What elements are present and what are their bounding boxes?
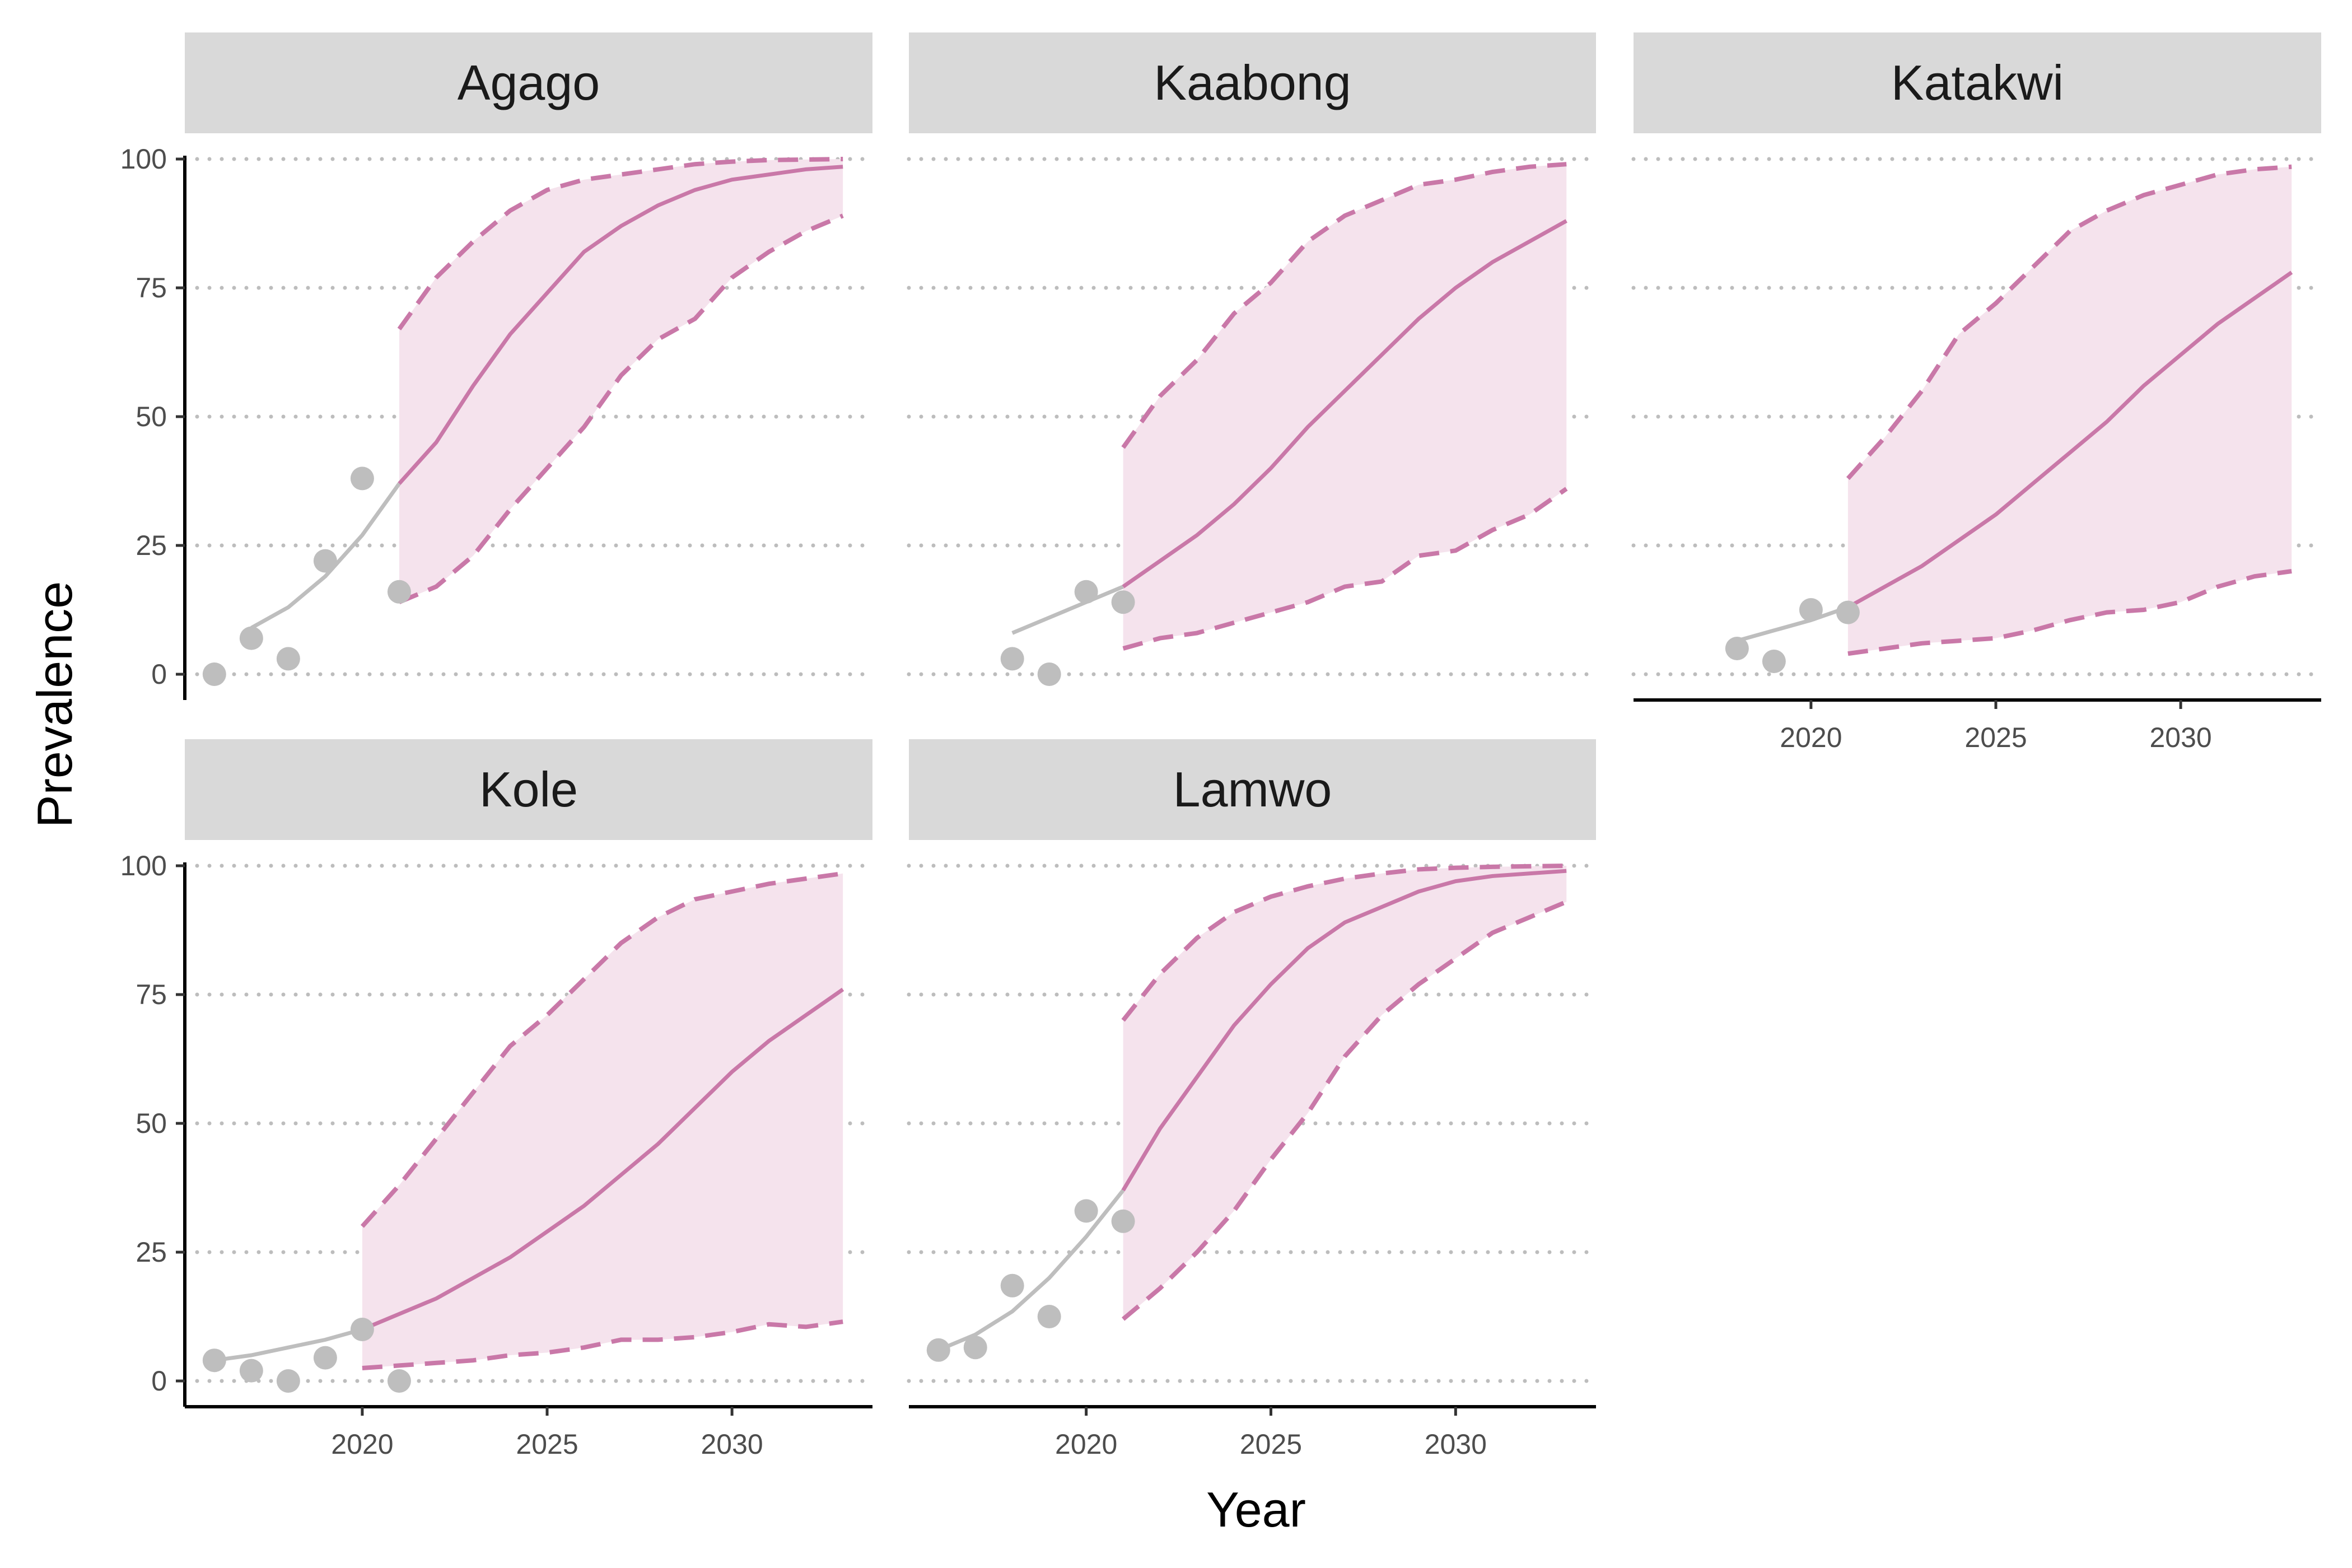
upper-bound-kaabong (1121, 162, 1567, 449)
y-tick-label-kole-100: 100 (120, 850, 167, 881)
observed-point-lamwo (963, 1336, 987, 1360)
x-tick-label-kole-2025: 2025 (516, 1429, 578, 1460)
y-tick-label-agago-25: 25 (136, 530, 167, 561)
panel-lamwo: Lamwo 2020 2025 2030 (907, 739, 1598, 1460)
median-line-kaabong (1122, 219, 1567, 589)
fitted-line-kole (214, 1327, 363, 1362)
panel-agago: Agago 0 25 50 75 100 (120, 32, 875, 700)
ribbon-kaabong (1123, 164, 1567, 648)
strip-label-katakwi: Katakwi (1891, 55, 2064, 110)
observed-point-katakwi (1799, 598, 1823, 622)
y-tick-label-agago-0: 0 (151, 659, 167, 690)
y-tick-label-kole-0: 0 (151, 1365, 167, 1397)
observed-point-kaabong (1000, 647, 1024, 671)
panel-katakwi: Katakwi 2020 2025 2030 (1631, 32, 2323, 753)
panel-kole: Kole 0 25 50 75 100 2020 2025 2030 (120, 739, 875, 1460)
observed-point-kaabong (1111, 590, 1135, 614)
x-tick-label-kole-2030: 2030 (701, 1429, 763, 1460)
lower-bound-kole (362, 1319, 843, 1370)
lower-bound-lamwo (1122, 899, 1567, 1321)
strip-label-kole: Kole (479, 762, 578, 817)
fitted-line-agago (250, 482, 401, 630)
observed-point-kole (276, 1369, 300, 1393)
observed-point-agago (313, 549, 337, 573)
observed-point-lamwo (926, 1338, 950, 1362)
observed-point-kole (239, 1359, 263, 1383)
median-line-agago (398, 165, 843, 485)
observed-point-agago (387, 580, 411, 604)
observed-point-katakwi (1725, 637, 1749, 660)
observed-point-agago (350, 466, 374, 491)
observed-point-lamwo (1000, 1273, 1024, 1298)
y-tick-label-agago-50: 50 (136, 401, 167, 432)
observed-point-agago (202, 662, 226, 686)
observed-point-agago (239, 626, 263, 650)
lower-bound-kaabong (1122, 487, 1568, 651)
y-axis-title: Prevalence (27, 581, 82, 828)
observed-point-kole (202, 1348, 226, 1373)
strip-katakwi (1634, 32, 2321, 133)
observed-point-lamwo (1037, 1305, 1061, 1328)
upper-bound-kole (360, 871, 843, 1228)
strip-kaabong (909, 32, 1596, 133)
x-axis-title: Year (1206, 1482, 1306, 1537)
x-tick-label-kole-2020: 2020 (331, 1429, 393, 1460)
observed-point-lamwo (1111, 1209, 1135, 1233)
ribbon-kole (362, 873, 843, 1368)
upper-bound-lamwo (1121, 864, 1567, 1022)
observed-point-katakwi (1836, 600, 1860, 624)
fitted-line-kaabong (1011, 585, 1124, 635)
observed-point-kole (350, 1318, 374, 1341)
observed-point-katakwi (1762, 650, 1786, 673)
lower-bound-katakwi (1847, 569, 2292, 656)
strip-lamwo (909, 739, 1596, 840)
facet-panels: Agago 0 25 50 75 100 Kaabong Katakwi 2020 2025 203… (120, 32, 2323, 1460)
observed-point-kaabong (1074, 580, 1098, 604)
x-tick-label-katakwi-2020: 2020 (1780, 722, 1842, 753)
x-tick-label-lamwo-2020: 2020 (1055, 1429, 1117, 1460)
x-tick-label-katakwi-2025: 2025 (1964, 722, 2027, 753)
observed-point-kole (313, 1346, 337, 1370)
x-tick-label-katakwi-2030: 2030 (2150, 722, 2212, 753)
ribbon-katakwi (1847, 166, 2292, 654)
strip-label-lamwo: Lamwo (1173, 762, 1332, 817)
y-tick-label-kole-50: 50 (136, 1108, 167, 1139)
strip-label-kaabong: Kaabong (1154, 55, 1351, 110)
ribbon-agago (399, 159, 843, 603)
fitted-line-katakwi (1736, 605, 1849, 643)
y-tick-label-agago-75: 75 (136, 272, 167, 304)
x-tick-label-lamwo-2030: 2030 (1425, 1429, 1487, 1460)
observed-point-agago (276, 647, 300, 671)
fitted-line-lamwo (937, 1189, 1125, 1352)
median-line-katakwi (1847, 270, 2293, 609)
y-tick-label-kole-25: 25 (136, 1236, 167, 1268)
median-line-lamwo (1121, 869, 1567, 1192)
observed-point-lamwo (1074, 1199, 1098, 1223)
strip-agago (185, 32, 872, 133)
panel-kaabong: Kaabong (907, 32, 1598, 686)
lower-bound-agago (398, 213, 844, 604)
observed-point-kaabong (1037, 662, 1061, 686)
observed-point-kole (387, 1369, 411, 1393)
ribbon-lamwo (1123, 866, 1567, 1319)
median-line-kole (361, 987, 844, 1332)
y-tick-label-kole-75: 75 (136, 979, 167, 1010)
x-tick-label-lamwo-2025: 2025 (1240, 1429, 1302, 1460)
y-tick-label-agago-100: 100 (120, 143, 167, 175)
strip-kole (185, 739, 872, 840)
strip-label-agago: Agago (458, 55, 600, 110)
